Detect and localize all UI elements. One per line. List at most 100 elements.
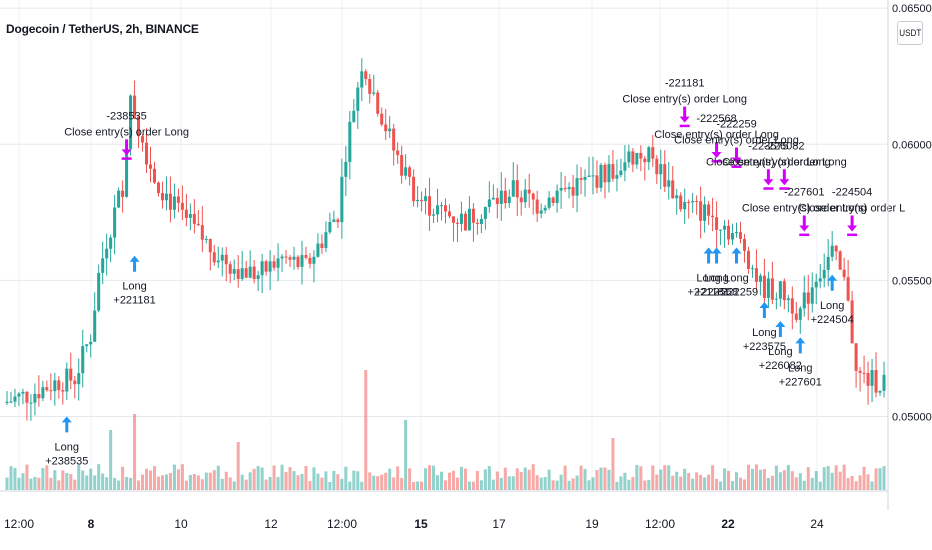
candle-body[interactable] xyxy=(380,113,384,125)
candle-body[interactable] xyxy=(583,176,587,180)
candle-body[interactable] xyxy=(459,213,463,224)
candle-body[interactable] xyxy=(643,158,647,163)
candle-body[interactable] xyxy=(160,193,164,201)
candle-body[interactable] xyxy=(141,136,145,143)
candle-body[interactable] xyxy=(240,268,244,279)
candle-body[interactable] xyxy=(619,170,623,176)
candle-body[interactable] xyxy=(101,258,105,273)
candle-body[interactable] xyxy=(603,164,607,183)
candle-body[interactable] xyxy=(172,196,176,210)
candle-body[interactable] xyxy=(742,238,746,251)
candle-body[interactable] xyxy=(567,187,571,190)
candle-body[interactable] xyxy=(152,168,157,183)
candle-body[interactable] xyxy=(727,225,731,240)
candle-body[interactable] xyxy=(515,180,519,198)
candle-body[interactable] xyxy=(818,278,822,282)
candle-body[interactable] xyxy=(639,152,643,159)
candle-body[interactable] xyxy=(874,370,878,393)
candle-body[interactable] xyxy=(866,372,870,386)
candle-body[interactable] xyxy=(188,214,192,218)
candle-body[interactable] xyxy=(635,152,639,165)
candle-body[interactable] xyxy=(145,142,149,165)
candle-body[interactable] xyxy=(400,155,404,176)
candle-body[interactable] xyxy=(830,245,834,257)
time-axis[interactable]: 12:00 8 10 12 12:00 15 17 19 12:00 22 24 xyxy=(4,517,824,531)
candle-body[interactable] xyxy=(810,287,814,304)
candle-body[interactable] xyxy=(57,380,61,391)
candle-body[interactable] xyxy=(842,269,846,278)
candle-body[interactable] xyxy=(276,258,280,268)
candle-body[interactable] xyxy=(13,396,17,402)
candle-body[interactable] xyxy=(547,197,551,208)
candle-body[interactable] xyxy=(280,256,284,259)
candle-body[interactable] xyxy=(109,237,113,249)
candle-body[interactable] xyxy=(715,217,719,230)
candle-body[interactable] xyxy=(487,199,491,208)
currency-button[interactable]: USDT xyxy=(897,21,923,45)
candle-body[interactable] xyxy=(539,210,543,214)
candle-body[interactable] xyxy=(838,251,842,270)
candle-body[interactable] xyxy=(288,257,292,260)
candle-body[interactable] xyxy=(93,310,97,342)
candle-body[interactable] xyxy=(208,238,212,253)
candle-body[interactable] xyxy=(69,368,73,381)
candle-body[interactable] xyxy=(180,202,184,210)
candle-body[interactable] xyxy=(200,225,204,240)
candle-body[interactable] xyxy=(296,256,300,267)
candle-body[interactable] xyxy=(475,222,479,225)
candle-body[interactable] xyxy=(870,370,874,386)
candle-body[interactable] xyxy=(224,254,228,265)
candle-body[interactable] xyxy=(332,219,336,223)
candle-body[interactable] xyxy=(447,211,452,217)
candle-body[interactable] xyxy=(846,277,850,301)
candle-body[interactable] xyxy=(340,176,344,223)
candle-body[interactable] xyxy=(507,196,511,204)
candle-body[interactable] xyxy=(527,189,531,194)
candle-body[interactable] xyxy=(806,292,810,304)
candle-body[interactable] xyxy=(774,298,778,300)
candle-body[interactable] xyxy=(822,269,826,279)
candle-body[interactable] xyxy=(659,164,663,175)
candle-body[interactable] xyxy=(316,243,320,257)
candle-body[interactable] xyxy=(599,164,603,188)
candle-body[interactable] xyxy=(404,167,408,176)
candle-body[interactable] xyxy=(499,190,503,204)
candle-body[interactable] xyxy=(495,197,499,204)
candle-body[interactable] xyxy=(336,219,340,223)
candle-body[interactable] xyxy=(212,252,216,263)
candle-body[interactable] xyxy=(471,208,475,223)
candle-body[interactable] xyxy=(575,178,579,196)
candle-body[interactable] xyxy=(463,213,467,231)
candle-body[interactable] xyxy=(356,87,360,111)
candle-body[interactable] xyxy=(77,373,81,385)
candle-body[interactable] xyxy=(858,370,862,373)
candle-body[interactable] xyxy=(559,188,563,191)
candle-body[interactable] xyxy=(324,232,328,248)
candle-body[interactable] xyxy=(691,200,695,203)
candle-body[interactable] xyxy=(734,232,739,234)
candle-body[interactable] xyxy=(607,164,611,183)
candle-body[interactable] xyxy=(679,195,683,210)
candle-body[interactable] xyxy=(216,260,220,263)
candle-body[interactable] xyxy=(770,278,774,300)
candle-body[interactable] xyxy=(711,215,715,218)
candle-body[interactable] xyxy=(782,281,786,301)
candle-body[interactable] xyxy=(587,175,591,177)
candle-body[interactable] xyxy=(834,245,838,252)
candle-body[interactable] xyxy=(854,343,858,371)
candle-body[interactable] xyxy=(655,158,659,175)
candle-body[interactable] xyxy=(647,147,651,163)
candle-body[interactable] xyxy=(164,193,168,201)
candle-body[interactable] xyxy=(408,167,412,177)
candle-body[interactable] xyxy=(551,197,555,204)
candle-body[interactable] xyxy=(184,209,188,218)
candle-body[interactable] xyxy=(623,162,627,171)
candle-body[interactable] xyxy=(543,207,547,211)
candle-body[interactable] xyxy=(220,254,224,261)
candle-body[interactable] xyxy=(483,207,487,219)
candle-body[interactable] xyxy=(376,92,380,114)
candle-body[interactable] xyxy=(412,176,416,202)
candle-body[interactable] xyxy=(420,199,424,202)
candlesticks[interactable] xyxy=(5,58,886,421)
